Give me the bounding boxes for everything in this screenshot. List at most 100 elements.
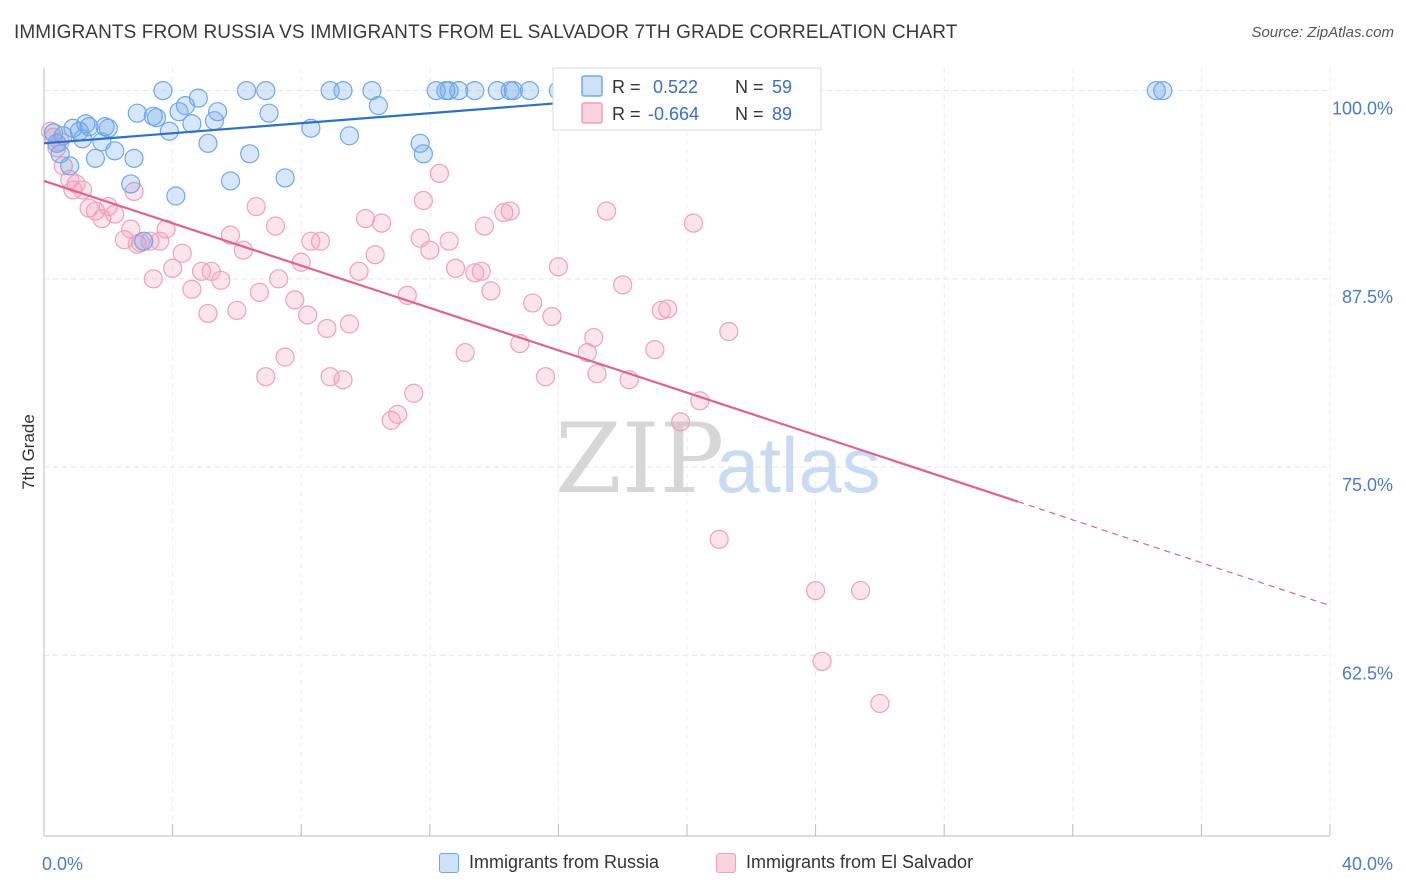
elsalvador-r-label: R = (612, 104, 641, 124)
elsalvador-point-72 (542, 306, 562, 327)
russia-point-53 (519, 80, 540, 101)
elsalvador-point-61 (445, 258, 466, 278)
trend-lines (43, 97, 1331, 607)
elsalvador-point-58 (420, 240, 440, 260)
russia-point-32 (236, 80, 257, 101)
legend-elsalvador[interactable]: Immigrants from El Salvador (716, 852, 973, 873)
russia-point-34 (256, 80, 276, 101)
elsalvador-point-76 (584, 327, 604, 348)
elsalvador-point-91 (851, 580, 871, 601)
russia-n-label: N = (735, 77, 764, 97)
russia-point-23 (166, 186, 186, 206)
y-tick-label-1: 87.5% (1342, 287, 1393, 307)
elsalvador-trend-line (43, 179, 1019, 503)
elsalvador-point-83 (658, 299, 678, 319)
elsalvador-point-11 (92, 208, 112, 229)
russia-point-27 (188, 88, 208, 108)
elsalvador-point-36 (265, 216, 286, 236)
elsalvador-point-55 (404, 383, 424, 403)
elsalvador-point-24 (172, 243, 192, 263)
elsalvador-point-51 (371, 213, 392, 233)
elsalvador-point-88 (719, 321, 739, 342)
elsalvador-point-48 (349, 261, 369, 281)
legend-russia-swatch (439, 852, 459, 873)
elsalvador-point-33 (246, 196, 266, 217)
russia-point-3 (53, 126, 73, 146)
elsalvador-point-59 (429, 163, 450, 184)
elsalvador-point-63 (465, 263, 485, 283)
russia-point-42 (368, 96, 388, 116)
elsalvador-point-37 (269, 269, 289, 289)
elsalvador-point-77 (587, 364, 607, 384)
elsalvador-point-78 (597, 201, 617, 221)
russia-point-16 (124, 148, 144, 168)
russia-point-49 (465, 80, 485, 101)
elsalvador-point-53 (388, 404, 408, 424)
elsalvador-point-65 (474, 216, 495, 236)
russia-trend-line (43, 97, 623, 145)
elsalvador-point-34 (249, 282, 270, 302)
elsalvador-point-87 (709, 529, 729, 549)
russia-r-value: 0.522 (648, 77, 698, 97)
russia-point-17 (127, 103, 147, 123)
legend-russia[interactable]: Immigrants from Russia (439, 852, 659, 873)
elsalvador-point-47 (339, 314, 360, 334)
elsalvador-point-35 (256, 367, 276, 387)
elsalvador-point-66 (481, 281, 501, 301)
elsalvador-point-90 (812, 651, 832, 671)
russia-point-14 (105, 141, 125, 161)
russia-point-39 (333, 80, 353, 101)
elsalvador-n-value: 89 (772, 104, 792, 124)
elsalvador-point-82 (651, 300, 671, 321)
russia-point-12 (95, 117, 115, 137)
russia-point-22 (159, 121, 179, 141)
russia-point-26 (182, 114, 202, 134)
elsalvador-point-27 (198, 303, 218, 324)
elsalvador-points (40, 111, 890, 714)
x-tick-label-1: 40.0% (1342, 854, 1393, 874)
elsalvador-point-10 (85, 201, 106, 221)
russia-points (44, 80, 1173, 251)
gridlines (44, 68, 1331, 836)
elsalvador-point-46 (333, 370, 353, 390)
russia-point-36 (275, 168, 295, 188)
russia-point-58 (1153, 80, 1173, 101)
elsalvador-point-0 (40, 121, 61, 141)
legend-russia-label: Immigrants from Russia (469, 852, 660, 872)
russia-point-33 (240, 144, 260, 164)
elsalvador-point-57 (413, 190, 433, 211)
elsalvador-point-30 (220, 225, 241, 245)
elsalvador-point-23 (163, 258, 183, 278)
russia-point-52 (503, 80, 523, 101)
elsalvador-point-42 (301, 231, 321, 251)
elsalvador-point-70 (523, 293, 543, 313)
russia-point-21 (153, 80, 173, 101)
russia-point-35 (259, 103, 279, 123)
elsalvador-trend-extension (1017, 501, 1331, 607)
elsalvador-point-67 (494, 202, 514, 223)
russia-point-57 (1146, 80, 1166, 101)
elsalvador-point-89 (805, 580, 826, 601)
elsalvador-point-14 (114, 230, 134, 250)
y-tick-label-3: 62.5% (1342, 663, 1393, 683)
elsalvador-r-value: -0.664 (648, 104, 699, 124)
elsalvador-point-49 (355, 208, 376, 229)
elsalvador-point-60 (439, 231, 459, 251)
russia-r-label: R = (612, 77, 641, 97)
elsalvador-point-64 (471, 261, 491, 281)
source-label: Source: ZipAtlas.com (1251, 24, 1394, 41)
elsalvador-point-41 (298, 305, 318, 325)
elsalvador-point-12 (98, 196, 118, 217)
elsalvador-point-71 (535, 367, 556, 387)
y-tick-label-0: 100.0% (1332, 99, 1393, 119)
russia-point-31 (220, 171, 241, 191)
x-tick-label-0: 0.0% (42, 854, 83, 874)
y-axis-label: 7th Grade (19, 414, 38, 490)
elsalvador-point-38 (275, 347, 295, 367)
elsalvador-point-31 (227, 300, 247, 321)
elsalvador-point-13 (105, 204, 125, 224)
elsalvador-point-84 (670, 412, 691, 432)
elsalvador-point-43 (310, 231, 331, 251)
elsalvador-point-29 (211, 270, 231, 290)
